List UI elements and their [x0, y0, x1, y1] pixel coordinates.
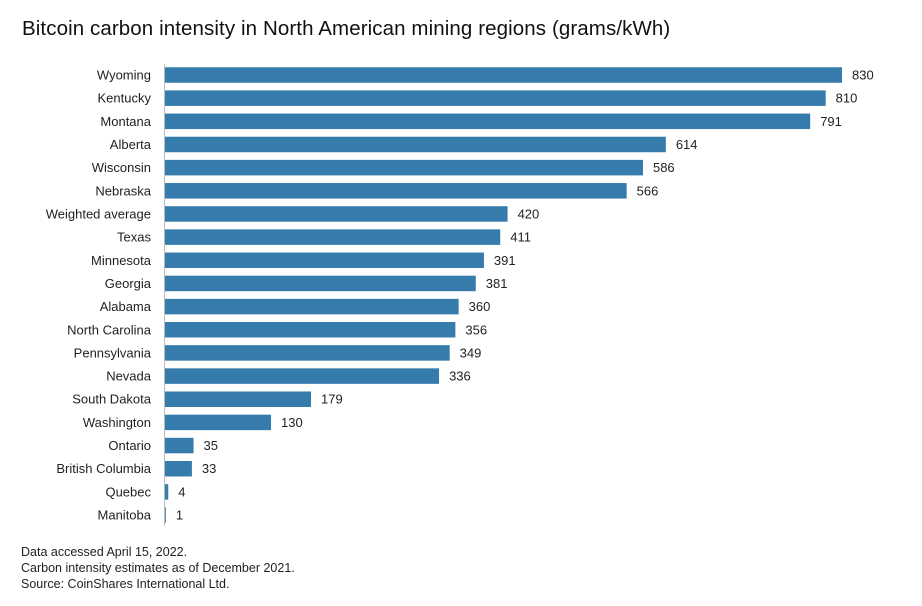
- bar: [165, 368, 440, 384]
- note-accessed: Data accessed April 15, 2022.: [21, 545, 188, 559]
- category-label: Manitoba: [98, 508, 152, 523]
- value-label: 810: [836, 91, 858, 106]
- value-label: 336: [449, 369, 471, 384]
- bar: [165, 67, 842, 83]
- value-label: 381: [486, 276, 508, 291]
- bar: [165, 484, 169, 500]
- bar: [165, 391, 312, 407]
- value-label: 586: [653, 160, 675, 175]
- category-label: Minnesota: [91, 253, 152, 268]
- category-label: Quebec: [105, 484, 151, 499]
- value-label: 566: [637, 183, 659, 198]
- bar: [165, 206, 508, 222]
- category-label: Weighted average: [46, 206, 151, 221]
- bar: [165, 345, 450, 361]
- value-label: 420: [518, 206, 540, 221]
- category-label: Texas: [117, 230, 151, 245]
- category-label: Ontario: [108, 438, 151, 453]
- value-label: 179: [321, 392, 343, 407]
- bar: [165, 460, 192, 477]
- bar: [165, 113, 811, 130]
- note-estimates: Carbon intensity estimates as of Decembe…: [21, 561, 295, 575]
- category-label: Alberta: [110, 137, 152, 152]
- value-label: 391: [494, 253, 516, 268]
- value-label: 356: [465, 322, 487, 337]
- value-label: 830: [852, 68, 874, 83]
- category-label: Nevada: [106, 369, 152, 384]
- chart-notes: Data accessed April 15, 2022. Carbon int…: [21, 544, 295, 592]
- category-label: Nebraska: [95, 183, 151, 198]
- value-label: 35: [204, 438, 218, 453]
- bar: [165, 183, 627, 199]
- value-label: 411: [510, 230, 531, 245]
- value-label: 130: [281, 415, 303, 430]
- category-label: Kentucky: [98, 91, 152, 106]
- category-label: Washington: [83, 415, 151, 430]
- value-label: 33: [202, 461, 216, 476]
- bar: [165, 507, 166, 523]
- bar: [165, 298, 459, 315]
- value-label: 1: [176, 508, 183, 523]
- note-source: Source: CoinShares International Ltd.: [21, 577, 230, 591]
- category-label: British Columbia: [56, 461, 151, 476]
- chart-title: Bitcoin carbon intensity in North Americ…: [22, 17, 671, 40]
- bar: [165, 414, 272, 431]
- value-label: 4: [178, 484, 185, 499]
- category-label: North Carolina: [67, 322, 152, 337]
- category-label: Pennsylvania: [74, 345, 152, 360]
- bar: [165, 275, 476, 292]
- category-label: Wyoming: [97, 68, 151, 83]
- bar: [165, 159, 643, 176]
- category-label: Georgia: [105, 276, 152, 291]
- value-label: 360: [469, 299, 491, 314]
- bar: [165, 322, 456, 338]
- bar: [165, 252, 484, 269]
- category-label: South Dakota: [72, 392, 152, 407]
- category-label: Alabama: [100, 299, 152, 314]
- bar: [165, 90, 826, 106]
- bar: [165, 229, 501, 245]
- bar: [165, 136, 666, 153]
- bar: [165, 437, 194, 454]
- category-label: Wisconsin: [92, 160, 151, 175]
- category-label: Montana: [100, 114, 151, 129]
- value-label: 791: [820, 114, 842, 129]
- value-label: 349: [460, 345, 482, 360]
- value-label: 614: [676, 137, 698, 152]
